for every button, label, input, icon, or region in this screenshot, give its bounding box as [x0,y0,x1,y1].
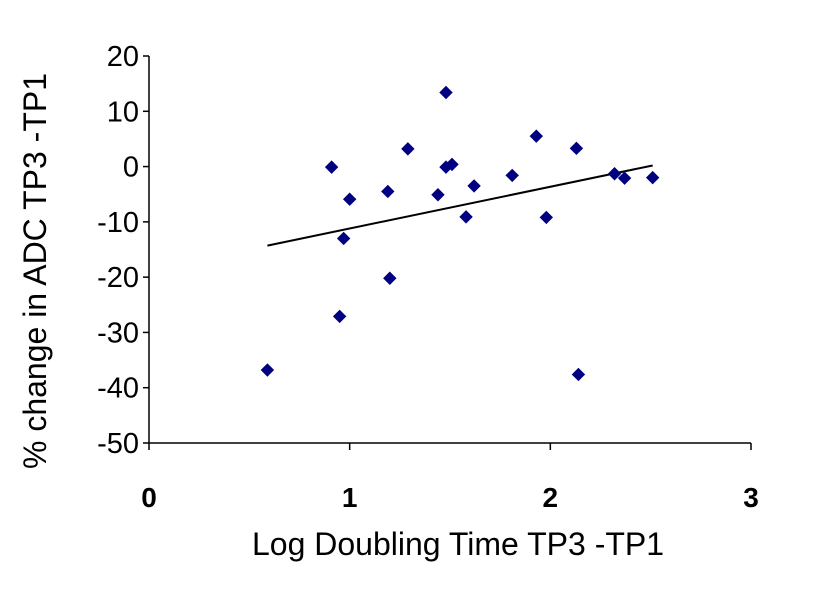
data-point [645,170,660,185]
y-tick-label: -20 [97,262,139,294]
y-tick-label: -50 [97,428,139,460]
data-point [383,271,397,285]
data-point [439,85,453,100]
data-point [607,167,622,181]
data-point [342,192,357,206]
data-point [571,367,586,382]
x-tick-label: 2 [543,482,559,513]
x-axis-label: Log Doubling Time TP3 -TP1 [252,526,664,562]
y-axis-label: % change in ADC TP3 -TP1 [17,73,53,469]
x-axis-ticks: 0 1 2 3 [141,443,759,513]
data-point [617,171,632,185]
data-point [260,363,275,377]
data-point [401,142,415,156]
data-point [467,179,481,193]
data-point [324,160,339,174]
x-tick-label: 3 [743,482,759,513]
y-tick-label: 10 [107,96,139,128]
data-points [260,85,660,382]
axes [148,56,751,444]
data-point [529,129,543,143]
data-point [431,188,445,202]
data-point [445,157,459,172]
data-point [505,168,519,183]
trendline-group [267,164,653,247]
data-point [381,184,395,199]
y-tick-label: -10 [97,207,139,239]
y-tick-label: -40 [97,373,139,405]
data-point [569,141,584,156]
data-point [336,231,351,246]
y-axis-ticks: 20 10 0 -10 -20 -30 -40 -50 [97,41,149,460]
y-tick-label: -30 [97,317,139,349]
x-tick-label: 1 [342,482,358,513]
y-tick-label: 20 [107,41,139,73]
data-point [332,309,347,324]
trendline [267,164,653,247]
data-point [459,210,473,224]
x-tick-label: 0 [141,482,157,513]
y-tick-label: 0 [123,152,139,184]
data-point [539,210,554,225]
